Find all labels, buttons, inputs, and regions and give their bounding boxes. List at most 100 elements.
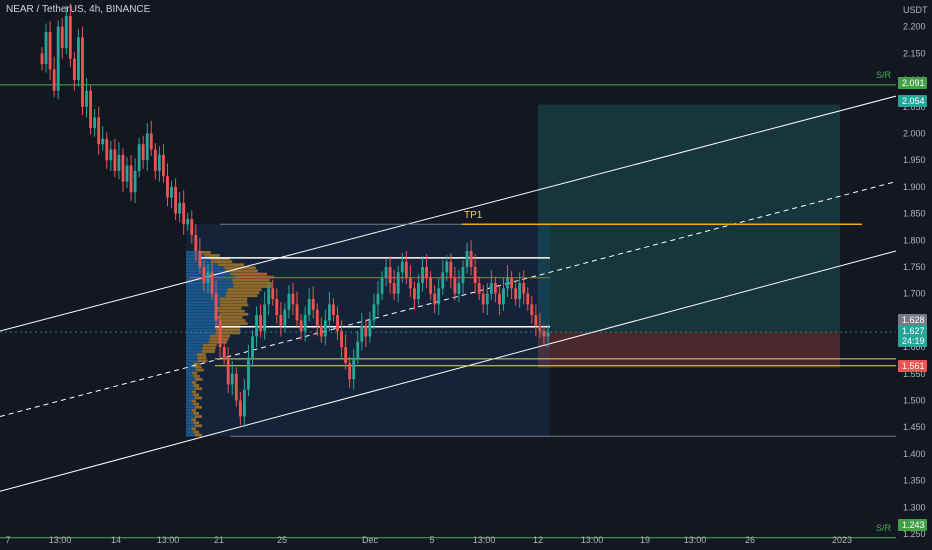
price-tag-label: 1.628 bbox=[902, 315, 925, 325]
candle-body bbox=[182, 202, 186, 225]
candle-body bbox=[295, 304, 299, 321]
volume-profile-bar bbox=[186, 346, 203, 350]
x-tick-label: 12 bbox=[533, 535, 543, 545]
candle-body bbox=[449, 261, 453, 278]
candle-body bbox=[170, 186, 173, 198]
candle-body bbox=[267, 288, 271, 305]
volume-profile-bar bbox=[186, 319, 219, 322]
candle-body bbox=[157, 154, 161, 171]
volume-profile-bar bbox=[186, 300, 220, 304]
x-tick-label: 2023 bbox=[832, 535, 852, 545]
volume-profile-bar bbox=[186, 393, 194, 397]
candle-body bbox=[68, 16, 72, 59]
candle-body bbox=[279, 315, 283, 326]
candle-body bbox=[412, 288, 416, 300]
candle-body bbox=[194, 234, 198, 251]
candle-body bbox=[546, 332, 550, 337]
volume-profile-bar bbox=[194, 396, 203, 400]
horizontal-levels bbox=[0, 84, 896, 539]
volume-profile-bar bbox=[215, 328, 241, 332]
volume-profile-bar bbox=[220, 303, 249, 307]
candle-body bbox=[275, 299, 279, 316]
volume-profile-bar bbox=[194, 424, 203, 428]
candle-body bbox=[40, 53, 44, 65]
candle-body bbox=[417, 283, 420, 300]
candle-body bbox=[477, 283, 481, 294]
price-tag-box bbox=[898, 77, 927, 89]
y-tick-label: 1.800 bbox=[903, 235, 926, 245]
candle-body bbox=[129, 165, 133, 193]
x-tick-label: 13:00 bbox=[473, 535, 496, 545]
candle-body bbox=[238, 400, 242, 417]
candle-body bbox=[77, 37, 80, 81]
candle-body bbox=[186, 218, 190, 225]
volume-profile-bar bbox=[186, 371, 193, 375]
candle-body bbox=[408, 277, 412, 289]
volume-profile-bar bbox=[191, 427, 196, 431]
candle-body bbox=[287, 293, 291, 310]
volume-profile-bar bbox=[186, 377, 196, 381]
volume-profile-bar bbox=[186, 309, 219, 313]
volume-profile-bar bbox=[186, 415, 195, 418]
volume-profile-bar bbox=[186, 303, 221, 307]
volume-profile-bar bbox=[204, 254, 220, 257]
volume-profile-bar bbox=[193, 402, 200, 406]
time-axis[interactable]: 7 13:00 14 13:00 21 25 Dec 5 13:00 12 13:00 19 13:00… bbox=[5, 535, 852, 545]
volume-profile-bar bbox=[186, 285, 234, 288]
volume-profile-bar bbox=[186, 294, 226, 298]
candle-body bbox=[101, 138, 105, 145]
channel-lower-line bbox=[0, 250, 897, 492]
candle-body bbox=[234, 373, 238, 401]
candle-body bbox=[502, 288, 505, 305]
volume-profile-bar bbox=[191, 408, 197, 412]
volume-profile-bar bbox=[219, 322, 248, 326]
x-tick-label: 13:00 bbox=[157, 535, 180, 545]
volume-profile-bar bbox=[186, 356, 198, 360]
candle-body bbox=[56, 26, 60, 91]
volume-profile-bar bbox=[219, 300, 248, 304]
volume-profile-bar bbox=[216, 306, 242, 310]
regression-channel bbox=[0, 95, 897, 492]
volume-profile-bar bbox=[186, 362, 194, 366]
candle-body bbox=[125, 165, 129, 182]
candle-body bbox=[251, 336, 254, 358]
candle-body bbox=[162, 154, 165, 177]
candle-body bbox=[400, 261, 404, 273]
candle-body bbox=[206, 272, 210, 284]
volume-profile-bar bbox=[186, 337, 210, 341]
candle-body bbox=[461, 266, 465, 284]
candle-body bbox=[473, 266, 477, 284]
candle-body bbox=[445, 261, 449, 273]
candle-body bbox=[465, 250, 469, 267]
volume-profile-bar bbox=[191, 381, 197, 384]
candle-body bbox=[344, 347, 348, 364]
y-tick-label: 1.400 bbox=[903, 449, 926, 459]
candle-body bbox=[89, 90, 92, 129]
candle-body bbox=[137, 144, 141, 171]
candle-body bbox=[453, 277, 457, 294]
candle-body bbox=[247, 357, 250, 390]
candle-body bbox=[368, 320, 372, 337]
candle-body bbox=[303, 315, 307, 332]
volume-profile-bar bbox=[225, 269, 258, 273]
candle-body bbox=[332, 304, 335, 316]
volume-profile-bar bbox=[186, 365, 195, 369]
price-tag-box bbox=[898, 325, 927, 337]
candle-body bbox=[526, 293, 530, 305]
x-tick-label: Dec bbox=[362, 535, 379, 545]
y-tick-label: 1.750 bbox=[903, 262, 926, 272]
volume-profile-bar bbox=[193, 412, 200, 415]
volume-profile-bar bbox=[186, 328, 216, 332]
candle-body bbox=[198, 250, 202, 267]
chart-title: NEAR / TetherUS, 4h, BINANCE bbox=[6, 4, 151, 15]
y-tick-label: 2.200 bbox=[903, 22, 926, 32]
volume-profile-bar bbox=[208, 340, 228, 344]
candle-body bbox=[433, 293, 437, 305]
candle-body bbox=[336, 315, 339, 332]
volume-profile-bar bbox=[193, 421, 200, 425]
volume-profile-bar bbox=[186, 353, 197, 356]
volume-profile-bar bbox=[186, 427, 192, 431]
candle-body bbox=[485, 293, 489, 305]
